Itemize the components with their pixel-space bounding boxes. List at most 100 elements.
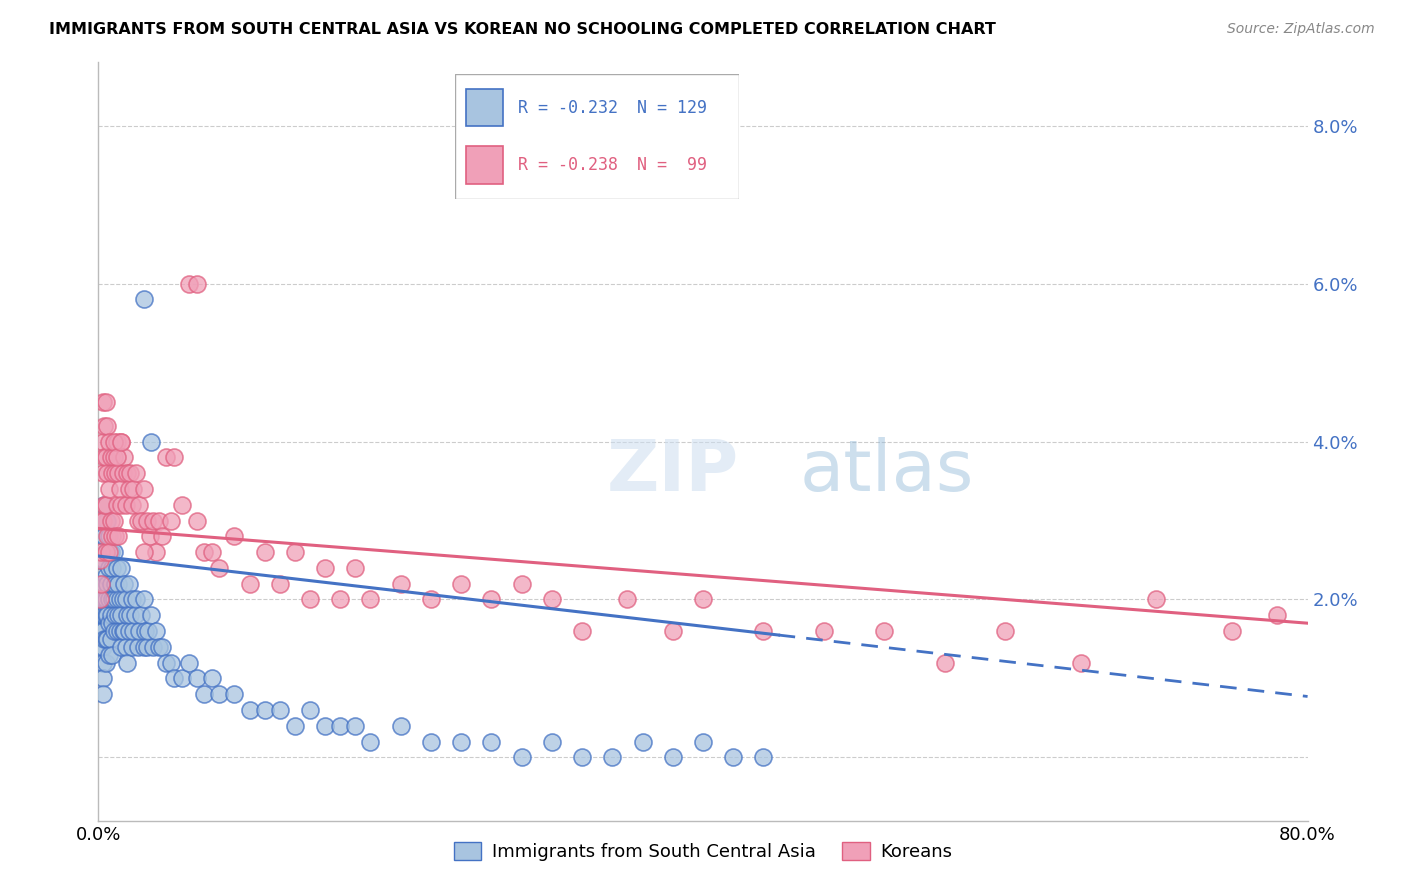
Point bbox=[752, 750, 775, 764]
Point bbox=[89, 576, 111, 591]
Point bbox=[91, 395, 114, 409]
Point bbox=[96, 514, 118, 528]
Point bbox=[100, 576, 122, 591]
Point bbox=[91, 608, 114, 623]
Point bbox=[389, 576, 412, 591]
Point bbox=[163, 672, 186, 686]
Point bbox=[96, 576, 118, 591]
Point bbox=[160, 514, 183, 528]
Point bbox=[103, 592, 125, 607]
Point bbox=[132, 482, 155, 496]
Point bbox=[186, 277, 208, 291]
Point bbox=[540, 734, 562, 748]
Point bbox=[112, 624, 135, 639]
Point bbox=[89, 553, 111, 567]
Point bbox=[145, 545, 167, 559]
Point bbox=[481, 734, 503, 748]
Point bbox=[148, 640, 170, 654]
Point bbox=[90, 576, 112, 591]
Point bbox=[112, 576, 135, 591]
Point bbox=[108, 624, 131, 639]
Point bbox=[110, 434, 132, 449]
Point bbox=[98, 529, 121, 543]
Point bbox=[120, 608, 142, 623]
Point bbox=[101, 648, 124, 662]
Point bbox=[96, 545, 118, 559]
Point bbox=[132, 293, 155, 307]
Point bbox=[90, 624, 112, 639]
Point bbox=[135, 640, 157, 654]
Point bbox=[91, 434, 114, 449]
Point bbox=[201, 545, 224, 559]
Point bbox=[122, 482, 145, 496]
Point bbox=[98, 482, 121, 496]
Point bbox=[93, 576, 115, 591]
Point bbox=[90, 592, 112, 607]
Point bbox=[94, 569, 117, 583]
Point bbox=[125, 592, 148, 607]
Point bbox=[269, 576, 291, 591]
Point bbox=[107, 608, 129, 623]
Point bbox=[121, 498, 143, 512]
Point bbox=[115, 608, 138, 623]
Point bbox=[360, 592, 382, 607]
Point bbox=[186, 672, 208, 686]
Point bbox=[208, 561, 231, 575]
Point bbox=[120, 466, 142, 480]
Point bbox=[103, 450, 125, 465]
Point bbox=[111, 624, 134, 639]
Point bbox=[163, 450, 186, 465]
Point bbox=[360, 734, 382, 748]
Point bbox=[193, 687, 215, 701]
Point bbox=[93, 553, 115, 567]
Point bbox=[90, 576, 112, 591]
Point bbox=[103, 545, 125, 559]
Point bbox=[224, 529, 246, 543]
Point bbox=[314, 719, 336, 733]
Point bbox=[139, 529, 162, 543]
Point bbox=[93, 498, 115, 512]
Point bbox=[101, 466, 124, 480]
Point bbox=[91, 592, 114, 607]
Text: Source: ZipAtlas.com: Source: ZipAtlas.com bbox=[1227, 22, 1375, 37]
Point bbox=[752, 624, 775, 639]
Point bbox=[1220, 624, 1243, 639]
Point bbox=[101, 616, 124, 631]
Point bbox=[94, 395, 117, 409]
Point bbox=[269, 703, 291, 717]
Point bbox=[91, 553, 114, 567]
Point bbox=[96, 608, 118, 623]
Point bbox=[481, 592, 503, 607]
Point bbox=[132, 545, 155, 559]
Point bbox=[571, 750, 593, 764]
Point bbox=[118, 482, 141, 496]
Point bbox=[89, 592, 111, 607]
Point bbox=[114, 592, 136, 607]
Point bbox=[100, 632, 122, 646]
Point bbox=[186, 514, 208, 528]
Point bbox=[136, 624, 159, 639]
Point bbox=[150, 529, 173, 543]
Point bbox=[93, 498, 115, 512]
Point bbox=[103, 514, 125, 528]
Point bbox=[723, 750, 745, 764]
Point bbox=[142, 514, 165, 528]
Point bbox=[94, 450, 117, 465]
Point bbox=[89, 592, 111, 607]
Point bbox=[96, 529, 118, 543]
Point bbox=[145, 624, 167, 639]
Text: atlas: atlas bbox=[800, 437, 974, 507]
Point bbox=[127, 514, 149, 528]
Point bbox=[239, 576, 262, 591]
Point bbox=[344, 719, 367, 733]
Point bbox=[100, 545, 122, 559]
Point bbox=[110, 434, 132, 449]
Point bbox=[510, 576, 533, 591]
Point bbox=[91, 576, 114, 591]
Point bbox=[96, 466, 118, 480]
Point bbox=[107, 529, 129, 543]
Point bbox=[135, 514, 157, 528]
Point bbox=[98, 561, 121, 575]
Point bbox=[104, 576, 127, 591]
Point bbox=[329, 719, 352, 733]
